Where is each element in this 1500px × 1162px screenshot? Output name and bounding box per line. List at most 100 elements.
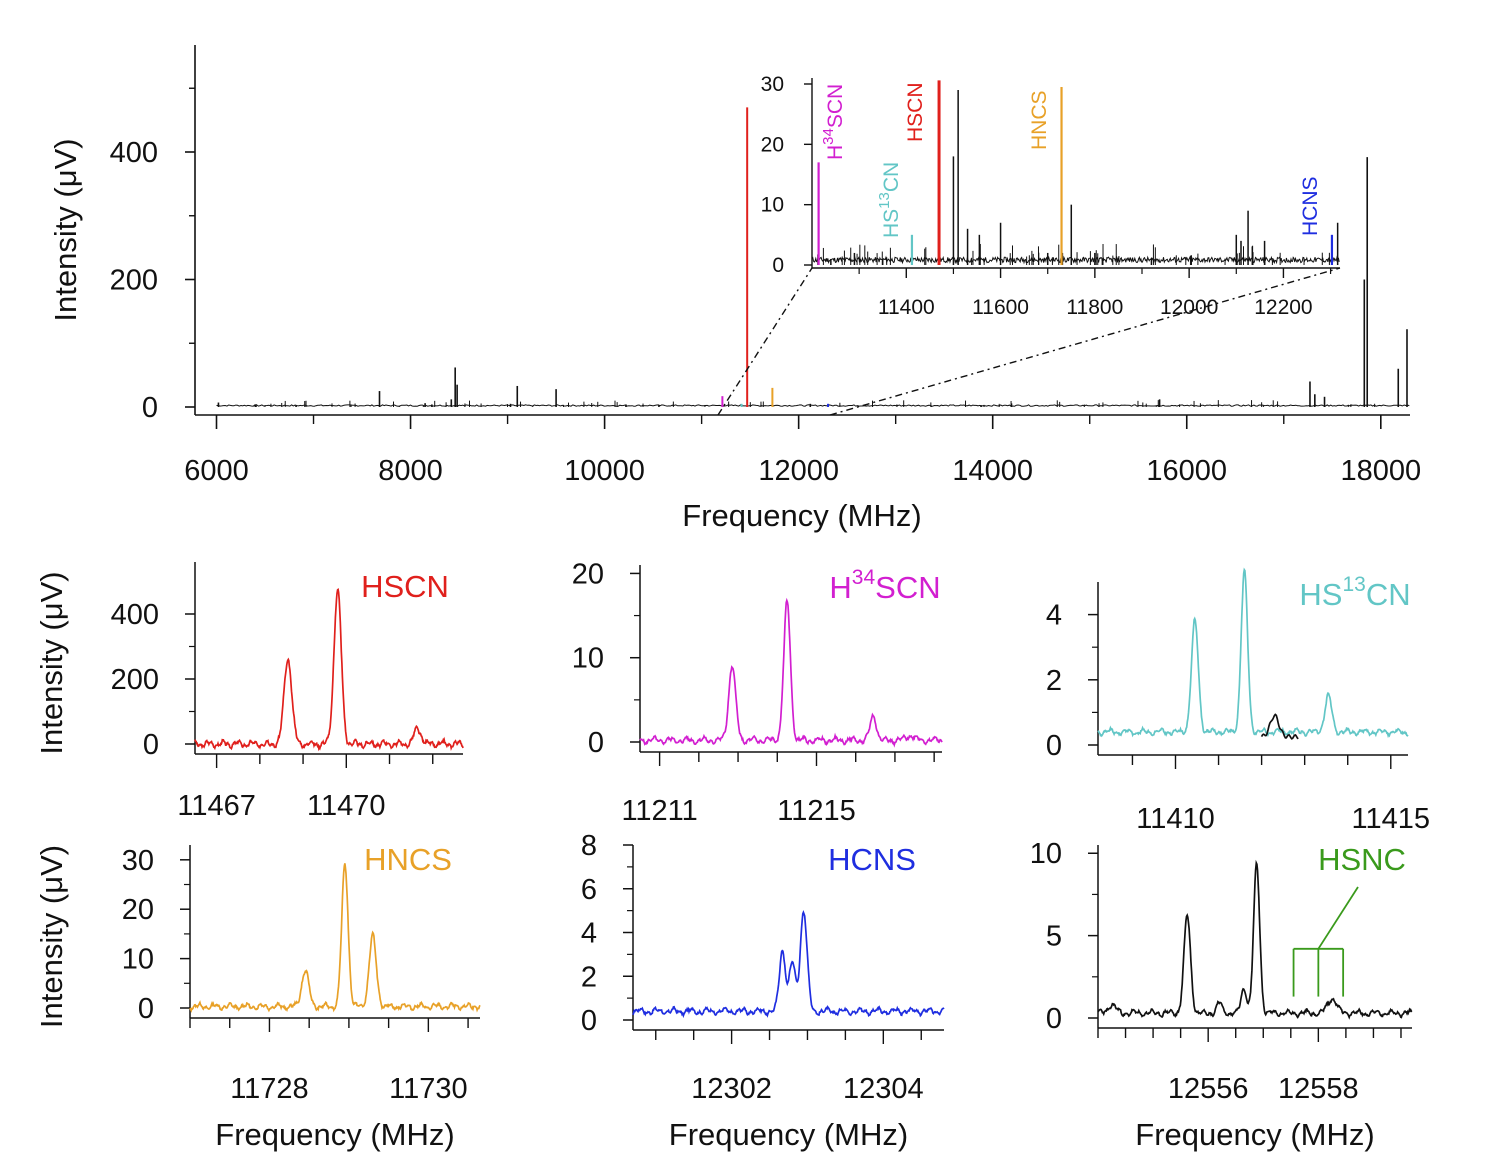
panel-h34scn: 0 10 20 11211 11215 H34SCN — [572, 558, 943, 827]
h34scn-x-tick-label: 11211 — [621, 795, 697, 827]
overview-y-axis-title: Intensity (μV) — [48, 138, 83, 321]
overview-y-tick-label: 400 — [110, 137, 158, 169]
species-label-part: HS — [1299, 577, 1342, 612]
hcns-y-tick-label: 0 — [581, 1005, 597, 1037]
inset-label-part: HNCS — [1028, 90, 1051, 150]
hsnc-x-tick-label: 12556 — [1168, 1073, 1249, 1105]
panel-hs13cn: 0 2 4 11410 11415 HS13CN — [1046, 567, 1431, 835]
species-label-part: H — [829, 570, 851, 605]
zoom-connector-left — [717, 267, 813, 416]
overview-y-tick-label: 0 — [142, 392, 158, 424]
h34scn-species-label: H34SCN — [829, 566, 940, 605]
hsnc-marker-pointer — [1317, 886, 1359, 950]
hsnc-transition-marker — [1292, 886, 1359, 997]
species-label-part: HSNC — [1318, 842, 1406, 877]
hs13cn-species-label: HS13CN — [1299, 573, 1410, 612]
hcns-y-tick-label: 8 — [581, 830, 597, 862]
overview-x-tick-label: 12000 — [758, 455, 839, 487]
inset-label-part: 34 — [820, 128, 837, 145]
hcns-y-tick-label: 6 — [581, 874, 597, 906]
overview-x-tick-label: 14000 — [952, 455, 1033, 487]
hs13cn-spectrum-trace — [1097, 567, 1409, 739]
inset-label-part: HSCN — [904, 82, 927, 142]
inset-x-tick-label: 11800 — [1066, 296, 1123, 319]
inset-label-h34scn: H34SCN — [820, 84, 847, 160]
hscn-y-tick-label: 400 — [111, 599, 159, 631]
overview-x-tick-label: 16000 — [1146, 455, 1227, 487]
hscn-x-tick-label: 11467 — [177, 790, 256, 822]
hcns-species-label: HCNS — [828, 842, 916, 877]
hcns-y-tick-label: 2 — [581, 961, 597, 993]
species-label-part: 34 — [852, 566, 876, 589]
inset-label-part: HCNS — [1299, 176, 1322, 236]
hscn-y-tick-label: 0 — [143, 729, 159, 761]
species-label-part: CN — [1366, 577, 1411, 612]
species-label-part: HNCS — [364, 842, 452, 877]
inset-label-hcns: HCNS — [1299, 176, 1322, 236]
h34scn-x-tick-label: 11215 — [777, 795, 856, 827]
inset-x-tick-label: 11400 — [878, 296, 935, 319]
panel-hcns: 0 2 4 6 8 12302 12304 HCNS Frequency (MHz) — [581, 830, 945, 1152]
h34scn-y-tick-label: 20 — [572, 558, 604, 590]
hsnc-species-label: HSNC — [1318, 842, 1406, 877]
overview-baseline-trace — [216, 404, 1410, 407]
overview-x-tick-label: 6000 — [184, 455, 249, 487]
inset-y-tick-label: 0 — [772, 254, 784, 277]
hsnc-y-tick-label: 10 — [1030, 838, 1062, 870]
hsnc-y-tick-label: 5 — [1046, 921, 1062, 953]
hncs-y-tick-label: 20 — [122, 894, 154, 926]
h34scn-y-tick-label: 0 — [588, 727, 604, 759]
overview-x-axis-title: Frequency (MHz) — [682, 498, 921, 533]
species-label-part: 13 — [1342, 573, 1365, 596]
inset-label-part: 13 — [876, 192, 893, 209]
panel-hncs: 0 10 20 30 11728 11730 HNCS Intensity (μV) Frequ… — [34, 842, 481, 1152]
hs13cn-y-tick-label: 2 — [1046, 665, 1062, 697]
hncs-species-label: HNCS — [364, 842, 452, 877]
hscn-x-tick-label: 11470 — [307, 790, 386, 822]
hcns-x-axis-title: Frequency (MHz) — [669, 1117, 908, 1152]
hscn-y-tick-label: 200 — [111, 664, 159, 696]
hscn-spectrum-trace — [194, 587, 464, 752]
hcns-x-tick-label: 12302 — [691, 1073, 772, 1105]
h34scn-y-tick-label: 10 — [572, 643, 604, 675]
hncs-y-tick-label: 30 — [122, 845, 154, 877]
inset-x-tick-label: 12000 — [1160, 296, 1218, 319]
hs13cn-overlap-trace — [1260, 713, 1299, 740]
hcns-spectrum-trace — [632, 909, 945, 1019]
hncs-x-tick-label: 11728 — [230, 1073, 309, 1105]
inset-y-tick-label: 20 — [761, 133, 784, 156]
hs13cn-x-tick-label: 11410 — [1136, 803, 1215, 835]
h34scn-spectrum-trace — [639, 597, 943, 748]
hsnc-x-axis-title: Frequency (MHz) — [1135, 1117, 1374, 1152]
hncs-spectrum-trace — [189, 863, 481, 1013]
hsnc-y-tick-label: 0 — [1046, 1003, 1062, 1035]
inset-label-hscn: HSCN — [904, 82, 927, 142]
inset-label-part: HS — [880, 209, 903, 238]
hcns-y-tick-label: 4 — [581, 918, 597, 950]
hncs-y-tick-label: 10 — [122, 944, 154, 976]
hncs-y-axis-title: Intensity (μV) — [34, 845, 69, 1028]
hsnc-spectrum-trace — [1097, 859, 1413, 1020]
inset-label-part: H — [824, 145, 847, 160]
inset-label-hs13cn: HS13CN — [876, 162, 903, 238]
overview-x-tick-label: 18000 — [1340, 455, 1421, 487]
hcns-x-tick-label: 12304 — [843, 1073, 924, 1105]
overview-x-tick-label: 8000 — [378, 455, 443, 487]
inset-baseline-trace — [811, 255, 1340, 265]
overview-y-tick-label: 200 — [110, 265, 158, 297]
inset-x-tick-label: 12200 — [1254, 296, 1312, 319]
hncs-x-axis-title: Frequency (MHz) — [215, 1117, 454, 1152]
species-label-part: SCN — [875, 570, 940, 605]
hncs-y-tick-label: 0 — [138, 993, 154, 1025]
hs13cn-x-tick-label: 11415 — [1352, 803, 1431, 835]
species-label-part: HCNS — [828, 842, 916, 877]
hsnc-x-tick-label: 12558 — [1278, 1073, 1359, 1105]
inset-y-tick-label: 30 — [761, 73, 784, 96]
hs13cn-y-tick-label: 0 — [1046, 730, 1062, 762]
hscn-y-axis-title: Intensity (μV) — [34, 571, 69, 754]
species-label-part: HSCN — [361, 569, 449, 604]
panel-hscn: 0 200 400 11467 11470 HSCN Intensity (μV) — [34, 562, 464, 822]
